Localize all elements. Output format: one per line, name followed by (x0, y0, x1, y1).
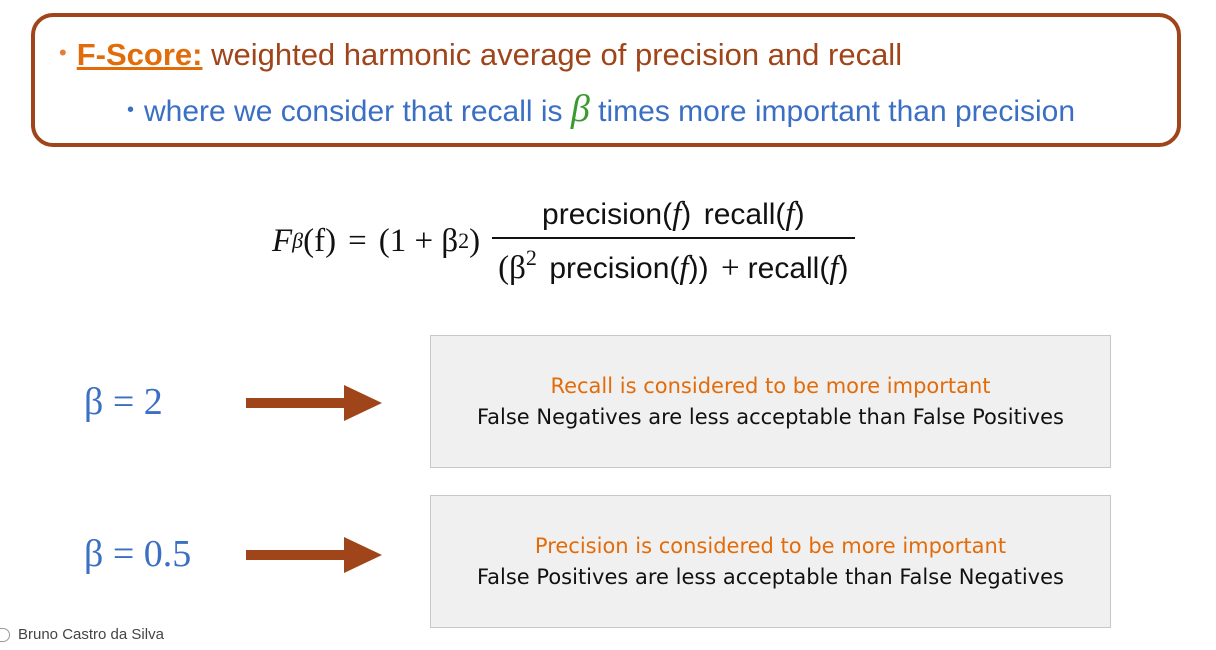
bullet-icon: • (127, 99, 135, 121)
den-open: (β (498, 249, 526, 286)
beta-0-5-label: β = 0.5 (84, 533, 192, 575)
sub-suffix: times more important than precision (598, 95, 1076, 128)
den-f2: f (829, 249, 839, 286)
den-sup: 2 (525, 244, 537, 270)
formula-factor-sup: 2 (458, 228, 470, 253)
den-close1: )) (688, 251, 709, 285)
formula-lhs-arg: (f) (303, 222, 337, 259)
case-headline: Recall is considered to be more importan… (550, 373, 991, 398)
formula-beta-sub: β (292, 228, 304, 253)
num-f1: f (672, 195, 682, 232)
formula-denominator: (β2 precision(f)) + recall(f) (492, 236, 855, 287)
bullet-icon: • (59, 40, 67, 65)
formula-numerator: precision(f) recall(f) (536, 196, 811, 237)
den-close2: ) (838, 251, 849, 285)
num-recall: recall( (703, 197, 786, 231)
case-explanation: False Negatives are less acceptable than… (477, 404, 1064, 429)
formula-equals: = (348, 222, 367, 259)
term-label: F-Score: (76, 37, 203, 72)
case-explanation: False Positives are less acceptable than… (477, 564, 1064, 589)
num-close2: ) (794, 197, 805, 231)
term-description: weighted harmonic average of precision a… (211, 37, 903, 72)
num-close1: ) (681, 197, 692, 231)
num-precision: precision( (542, 197, 673, 231)
formula-f: F (272, 222, 293, 259)
num-f2: f (785, 195, 795, 232)
definition-line: • F-Score: weighted harmonic average of p… (59, 37, 902, 73)
beta-2-label: β = 2 (84, 381, 163, 423)
den-f1: f (679, 249, 689, 286)
sub-definition-line: • where we consider that recall is β time… (127, 87, 1075, 131)
case-box-recall: Recall is considered to be more importan… (430, 335, 1111, 468)
formula-fraction: precision(f) recall(f) (β2 precision(f))… (492, 196, 855, 287)
den-recall: recall( (747, 251, 830, 285)
case-headline: Precision is considered to be more impor… (534, 533, 1007, 558)
arrow-right-icon (246, 537, 382, 573)
formula-factor-open: (1 + β (378, 222, 459, 259)
footer: Bruno Castro da Silva (0, 626, 164, 643)
beta-symbol: β (570, 88, 590, 130)
den-precision: precision( (549, 251, 680, 285)
arrow-right-icon (246, 385, 382, 421)
case-box-precision: Precision is considered to be more impor… (430, 495, 1111, 628)
logo-icon (0, 627, 10, 642)
definition-box: • F-Score: weighted harmonic average of p… (31, 13, 1181, 147)
den-plus: + (721, 249, 740, 286)
formula-factor-close: ) (469, 222, 481, 259)
sub-prefix: where we consider that recall is (144, 95, 563, 128)
footer-author: Bruno Castro da Silva (18, 626, 164, 643)
